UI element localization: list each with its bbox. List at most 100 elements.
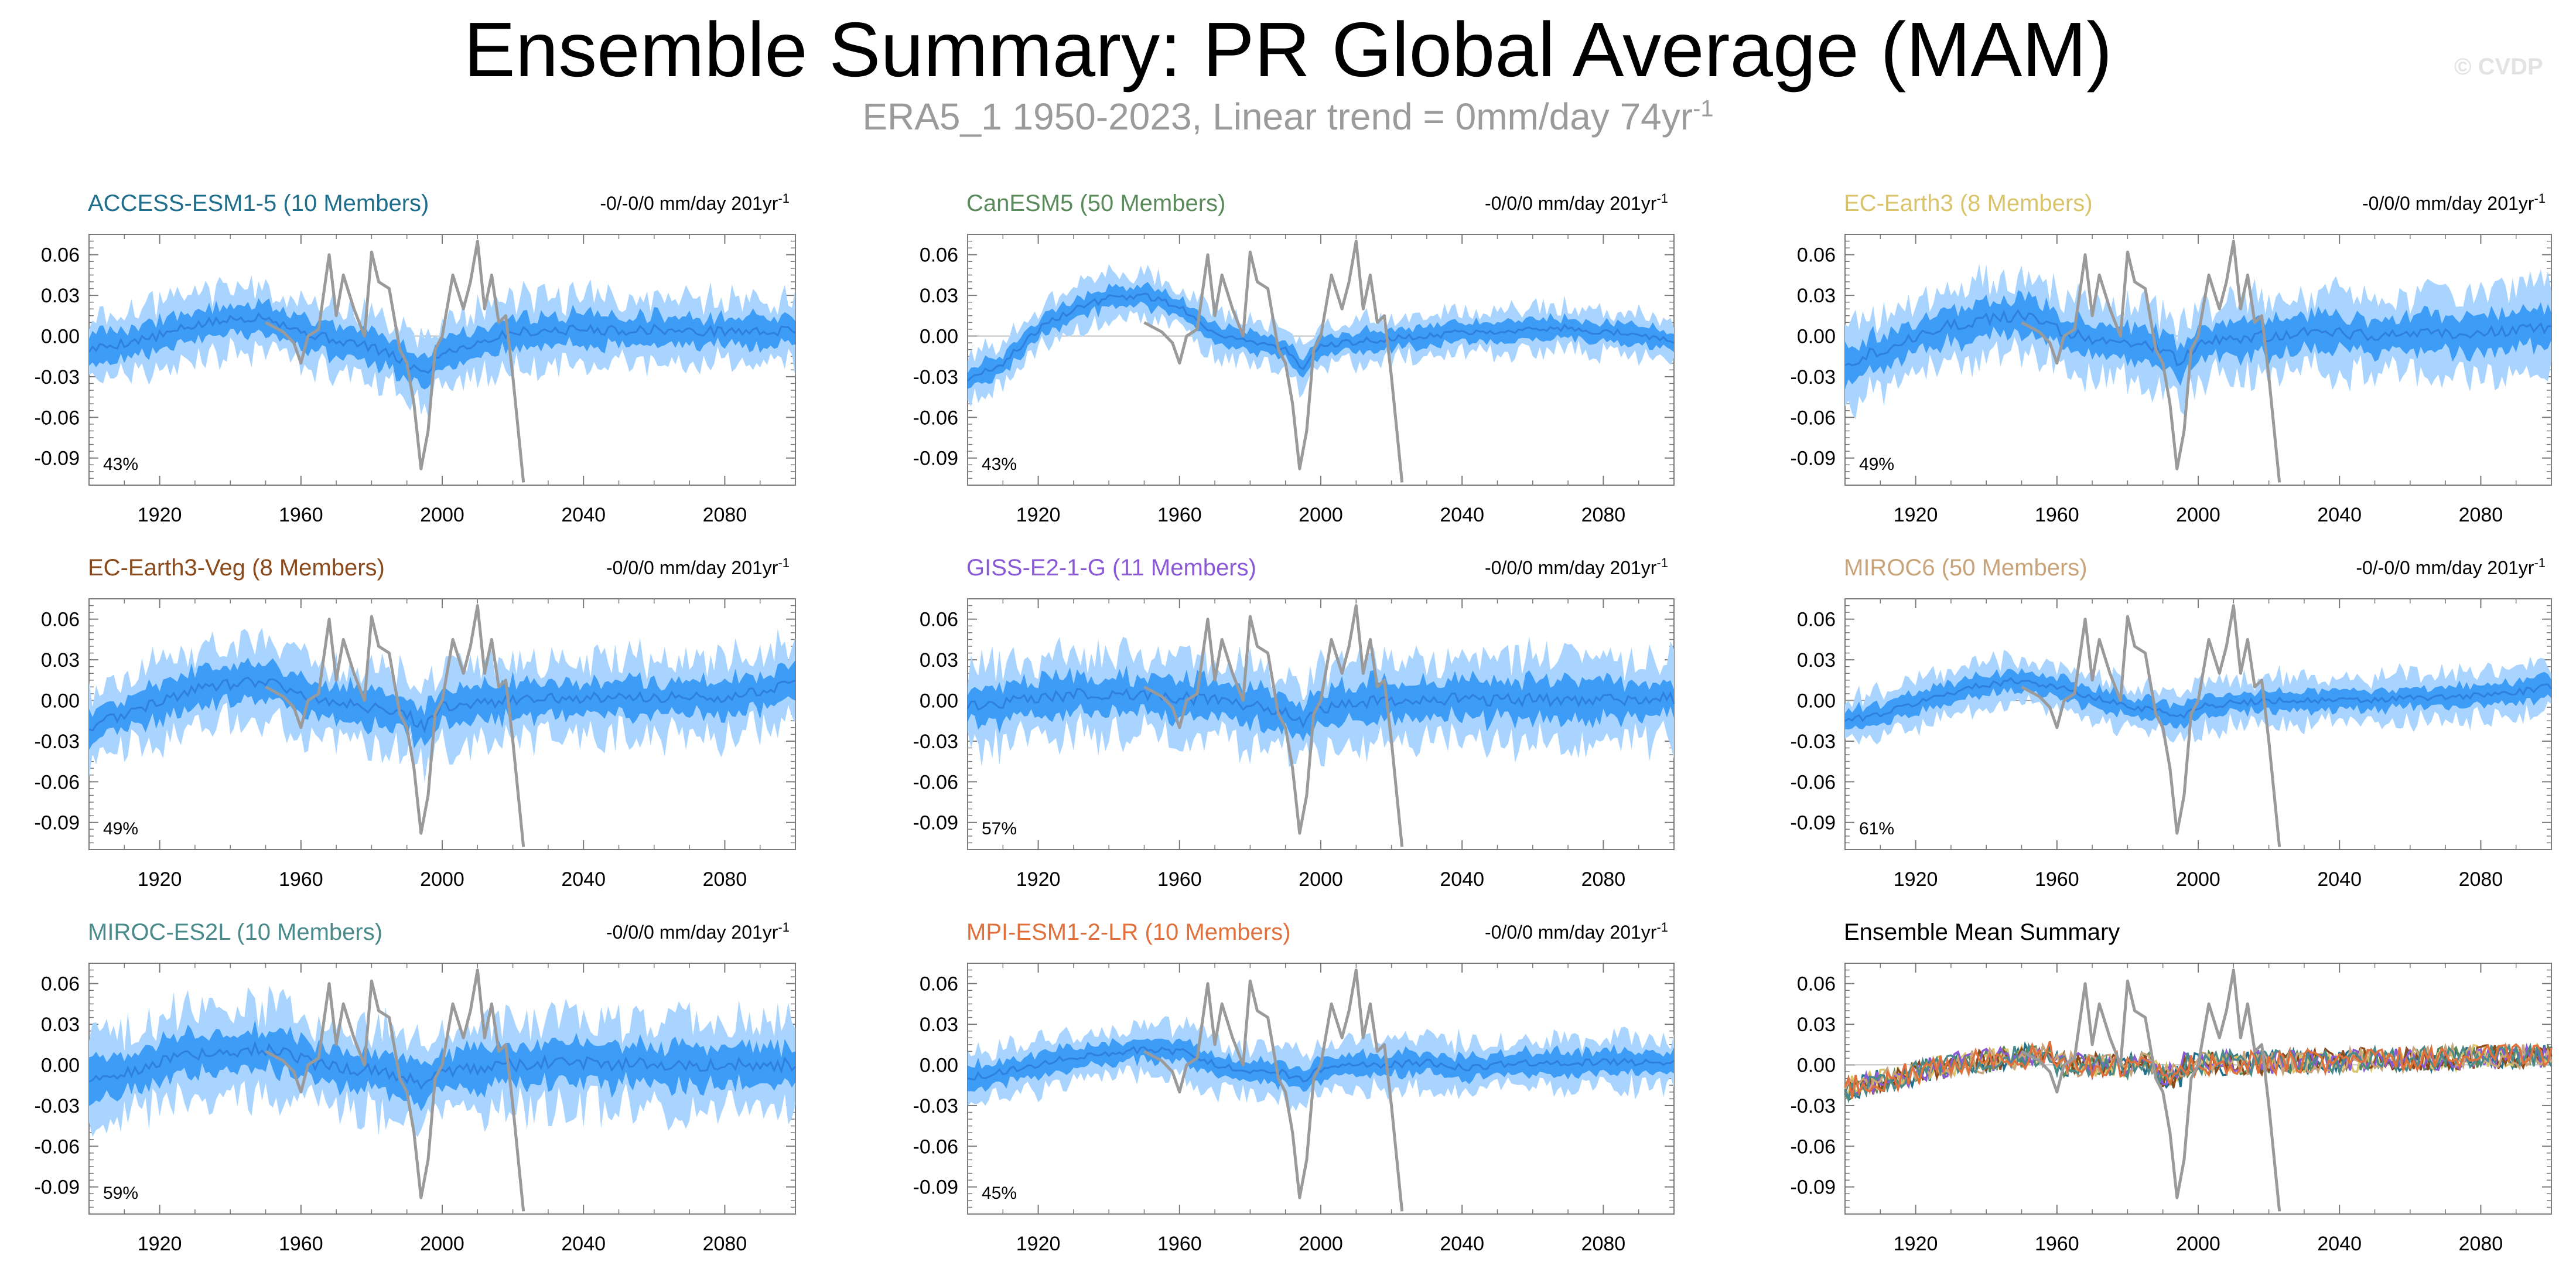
trend-label: -0/0/0 mm/day 201yr-1 bbox=[606, 920, 790, 943]
panel-2: EC-Earth3 (8 Members) -0/0/0 mm/day 201yr… bbox=[1791, 190, 2552, 526]
x-tick-label: 1920 bbox=[1016, 868, 1061, 891]
y-tick-label: -0.06 bbox=[1791, 771, 1836, 793]
trend-label: -0/-0/0 mm/day 201yr-1 bbox=[2356, 555, 2546, 578]
y-tick-label: 0.03 bbox=[41, 649, 80, 671]
y-tick-label: -0.03 bbox=[1791, 366, 1836, 388]
x-tick-label: 2040 bbox=[2317, 504, 2362, 526]
trend-label: -0/-0/0 mm/day 201yr-1 bbox=[600, 191, 790, 214]
panel-0: ACCESS-ESM1-5 (10 Members) -0/-0/0 mm/day… bbox=[35, 190, 796, 526]
panel-5: MIROC6 (50 Members) -0/-0/0 mm/day 201yr-… bbox=[1791, 555, 2553, 891]
x-tick-label: 1960 bbox=[1157, 1233, 1202, 1255]
plot-frame bbox=[1844, 963, 2552, 1215]
percent-label: 43% bbox=[982, 455, 1017, 474]
panel-title: EC-Earth3 (8 Members) bbox=[1844, 190, 2093, 216]
x-tick-label: 1960 bbox=[279, 1233, 323, 1255]
y-tick-label: -0.06 bbox=[913, 407, 959, 429]
observations-line bbox=[2021, 969, 2281, 1212]
subtitle-superscript: -1 bbox=[1693, 96, 1714, 122]
y-tick-label: 0.00 bbox=[1797, 326, 1836, 348]
x-tick-label: 2080 bbox=[2459, 868, 2503, 891]
x-tick-label: 2000 bbox=[1299, 1233, 1343, 1255]
x-tick-label: 1920 bbox=[138, 868, 182, 891]
x-tick-label: 2080 bbox=[1581, 868, 1626, 891]
x-tick-label: 2080 bbox=[703, 1233, 747, 1255]
x-tick-label: 1920 bbox=[138, 504, 182, 526]
percent-label: 57% bbox=[982, 819, 1017, 838]
spread-inner-band bbox=[1845, 668, 2551, 729]
panel-title: CanESM5 (50 Members) bbox=[966, 190, 1225, 216]
y-tick-label: -0.09 bbox=[35, 1177, 80, 1199]
panel-6: MIROC-ES2L (10 Members) -0/0/0 mm/day 201… bbox=[35, 919, 797, 1255]
spread-inner-band bbox=[89, 298, 795, 390]
ensemble-mean-line bbox=[88, 1041, 797, 1090]
panel-title: MPI-ESM1-2-LR (10 Members) bbox=[966, 919, 1290, 945]
x-tick-label: 2000 bbox=[2176, 1233, 2220, 1255]
panel-4: GISS-E2-1-G (11 Members) -0/0/0 mm/day 20… bbox=[913, 555, 1675, 891]
observations-line bbox=[265, 240, 525, 483]
y-tick-label: -0.03 bbox=[35, 1095, 80, 1117]
y-tick-label: -0.06 bbox=[35, 1136, 80, 1158]
observations-line bbox=[1143, 969, 1404, 1212]
panel-8: Ensemble Mean Summary 0.06 0.03 0.00 -0.03 -0… bbox=[1791, 919, 2553, 1255]
y-tick-label: 0.06 bbox=[41, 609, 80, 631]
x-tick-label: 2040 bbox=[561, 504, 606, 526]
x-tick-label: 2080 bbox=[703, 504, 747, 526]
x-tick-label: 2080 bbox=[2459, 504, 2503, 526]
y-tick-label: -0.06 bbox=[913, 771, 959, 793]
trend-text: -0/0/0 mm/day 201yr bbox=[1485, 193, 1657, 214]
x-tick-label: 1960 bbox=[2035, 504, 2079, 526]
y-tick-label: -0.03 bbox=[913, 731, 959, 753]
y-tick-label: 0.03 bbox=[920, 649, 958, 671]
trend-superscript: -1 bbox=[778, 191, 790, 206]
y-tick-label: -0.09 bbox=[913, 448, 959, 470]
trend-superscript: -1 bbox=[778, 555, 790, 570]
y-tick-label: 0.03 bbox=[1797, 285, 1836, 307]
trend-label: -0/0/0 mm/day 201yr-1 bbox=[1485, 920, 1668, 943]
y-tick-label: -0.06 bbox=[913, 1136, 959, 1158]
observations-line bbox=[265, 969, 525, 1212]
panel-title: MIROC6 (50 Members) bbox=[1844, 555, 2088, 581]
trend-text: -0/0/0 mm/day 201yr bbox=[606, 922, 778, 943]
x-tick-label: 1960 bbox=[2035, 868, 2079, 891]
trend-superscript: -1 bbox=[1656, 920, 1668, 935]
y-tick-label: 0.00 bbox=[920, 1055, 958, 1077]
panel-title: ACCESS-ESM1-5 (10 Members) bbox=[88, 190, 429, 216]
y-tick-label: -0.06 bbox=[1791, 1136, 1836, 1158]
x-tick-label: 2040 bbox=[1440, 504, 1484, 526]
panel-1: CanESM5 (50 Members) -0/0/0 mm/day 201yr-… bbox=[913, 190, 1675, 526]
y-tick-label: 0.06 bbox=[920, 609, 958, 631]
x-tick-label: 2000 bbox=[1299, 504, 1343, 526]
observations-line bbox=[1143, 240, 1404, 483]
x-tick-label: 1920 bbox=[1894, 504, 1938, 526]
trend-superscript: -1 bbox=[1656, 191, 1668, 206]
y-tick-label: -0.06 bbox=[35, 771, 80, 793]
y-tick-label: 0.00 bbox=[41, 326, 80, 348]
y-tick-label: 0.00 bbox=[1797, 690, 1836, 712]
y-tick-label: -0.09 bbox=[1791, 812, 1836, 834]
x-tick-label: 2000 bbox=[2176, 504, 2220, 526]
x-tick-label: 1960 bbox=[1157, 504, 1202, 526]
trend-superscript: -1 bbox=[2534, 191, 2546, 206]
spread-inner-band bbox=[1845, 290, 2551, 390]
y-tick-label: 0.06 bbox=[41, 973, 80, 995]
panel-title: MIROC-ES2L (10 Members) bbox=[88, 919, 382, 945]
percent-label: 49% bbox=[103, 819, 138, 838]
x-tick-label: 2040 bbox=[561, 1233, 606, 1255]
observations-line bbox=[2021, 604, 2281, 847]
trend-text: -0/0/0 mm/day 201yr bbox=[1485, 922, 1657, 943]
percent-label: 45% bbox=[982, 1184, 1017, 1203]
y-tick-label: -0.09 bbox=[1791, 448, 1836, 470]
y-tick-label: 0.06 bbox=[41, 244, 80, 267]
cvdp-watermark: © CVDP bbox=[2454, 54, 2543, 80]
y-tick-label: -0.06 bbox=[35, 407, 80, 429]
x-tick-label: 1960 bbox=[279, 868, 323, 891]
trend-text: -0/-0/0 mm/day 201yr bbox=[2356, 557, 2534, 578]
x-tick-label: 1920 bbox=[1894, 1233, 1938, 1255]
ensemble-mean-line bbox=[1844, 309, 2552, 366]
x-tick-label: 2080 bbox=[1581, 1233, 1626, 1255]
ensemble-mean-line bbox=[967, 1045, 1675, 1083]
y-tick-label: 0.06 bbox=[1797, 973, 1836, 995]
ensemble-mean-line bbox=[966, 292, 1675, 382]
panel-title: GISS-E2-1-G (11 Members) bbox=[966, 555, 1256, 581]
